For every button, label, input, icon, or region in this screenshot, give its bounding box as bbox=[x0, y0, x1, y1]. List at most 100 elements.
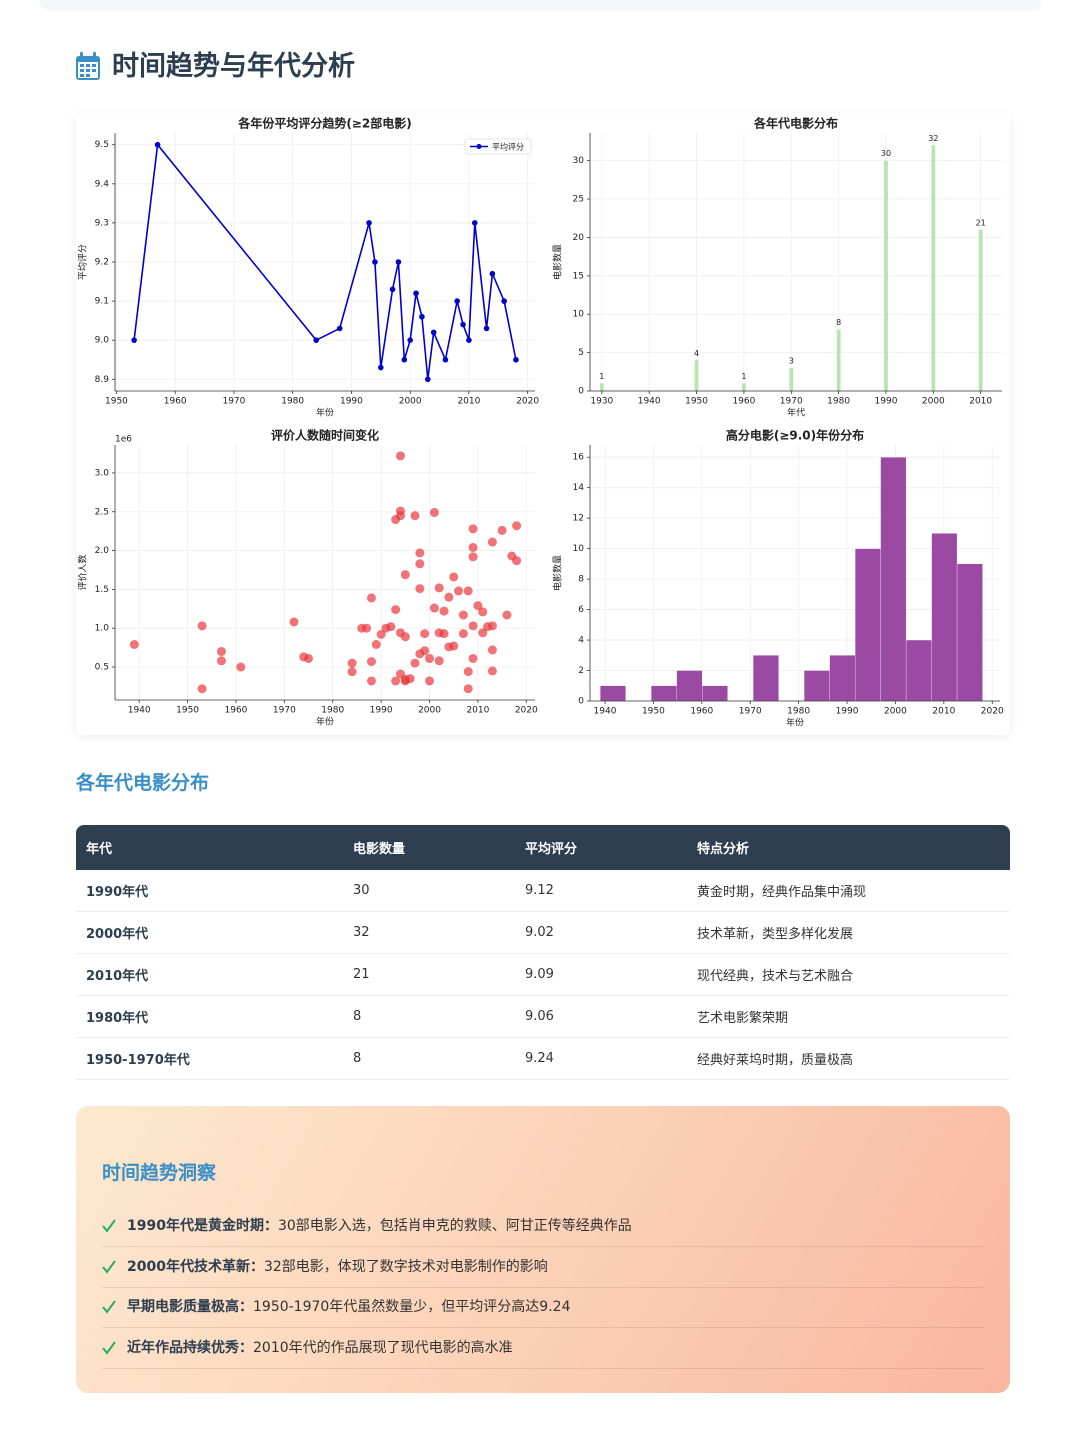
bar bbox=[854, 548, 881, 702]
point bbox=[347, 667, 357, 677]
bar bbox=[931, 533, 958, 702]
point bbox=[468, 552, 478, 562]
x-tick-label: 1960 bbox=[225, 706, 248, 716]
x-tick-label: 1940 bbox=[128, 706, 151, 716]
point bbox=[502, 610, 512, 620]
y-axis-label: 电影数量 bbox=[552, 244, 564, 280]
point bbox=[400, 632, 410, 642]
x-tick-label: 2010 bbox=[969, 397, 992, 407]
x-tick-label: 1950 bbox=[642, 707, 665, 717]
table-cell: 9.09 bbox=[515, 953, 687, 996]
check-mark bbox=[102, 1219, 116, 1233]
x-tick-label: 1960 bbox=[690, 707, 713, 717]
y-tick-label: 12 bbox=[573, 514, 584, 524]
charts: 各年份平均评分趋势(≥2部电影) 年份 平均评分 8.9 9.0 9.1 9.2 9.3 9.4… bbox=[77, 116, 1004, 729]
point bbox=[434, 656, 444, 666]
x-tick-label: 1980 bbox=[827, 397, 850, 407]
insight-label-text: 1990年代是黄金时期： bbox=[127, 1218, 278, 1234]
y-tick-label: 6 bbox=[578, 605, 584, 615]
point bbox=[415, 584, 425, 594]
point bbox=[216, 646, 226, 656]
y-tick-label: 8.9 bbox=[95, 375, 110, 385]
point bbox=[425, 653, 435, 663]
point bbox=[405, 674, 415, 684]
point bbox=[304, 653, 314, 663]
y-tick-label: 2.5 bbox=[95, 507, 109, 517]
table-row: 1990年代 30 9.12 黄金时期，经典作品集中涌现 bbox=[76, 870, 1010, 912]
y-tick-label: 9.0 bbox=[95, 336, 110, 346]
insight-item: 近年作品持续优秀：2010年代的作品展现了现代电影的高水准 bbox=[102, 1328, 984, 1369]
legend-box bbox=[464, 138, 532, 155]
legend-marker bbox=[476, 144, 482, 149]
x-axis-label: 年份 bbox=[316, 407, 334, 419]
data-label: 21 bbox=[976, 218, 986, 227]
bar bbox=[978, 229, 983, 391]
table-cell: 32 bbox=[343, 911, 515, 954]
table-cell: 8 bbox=[343, 1037, 515, 1080]
point bbox=[478, 628, 488, 638]
table-cell: 9.24 bbox=[515, 1037, 687, 1080]
insight-item: 早期电影质量极高：1950-1970年代虽然数量少，但平均评分高达9.24 bbox=[102, 1287, 984, 1328]
table-cell: 8 bbox=[343, 995, 515, 1038]
table-cell: 1950-1970年代 bbox=[76, 1037, 343, 1080]
chart-title: 各年份平均评分趋势(≥2部电影) bbox=[237, 116, 411, 131]
point bbox=[386, 622, 396, 632]
x-tick-label: 2010 bbox=[932, 707, 955, 717]
x-tick-label: 2020 bbox=[981, 707, 1004, 717]
point bbox=[444, 592, 454, 602]
insight-label: 1990年代是黄金时期：30部电影入选，包括肖申克的救赎、阿甘正传等经典作品 bbox=[127, 1206, 632, 1246]
y-axis-label: 平均评分 bbox=[77, 244, 89, 280]
point bbox=[216, 656, 226, 666]
point bbox=[430, 329, 437, 336]
y-tick-label: 3.0 bbox=[95, 468, 110, 478]
insight-item: 1990年代是黄金时期：30部电影入选，包括肖申克的救赎、阿甘正传等经典作品 bbox=[102, 1206, 984, 1247]
point bbox=[410, 511, 420, 521]
decade-table: 年代 电影数量 平均评分 特点分析 1990年代 30 9.12 黄金时期，经典作品集中涌现… bbox=[76, 825, 1010, 1080]
bar bbox=[803, 670, 830, 702]
x-tick-label: 1970 bbox=[222, 397, 245, 407]
bar bbox=[931, 145, 936, 391]
table-cell: 21 bbox=[343, 953, 515, 996]
insight-item: 2000年代技术革新：32部电影，体现了数字技术对电影制作的影响 bbox=[102, 1247, 984, 1288]
bar bbox=[905, 639, 932, 702]
bar bbox=[884, 160, 888, 391]
x-tick-label: 1990 bbox=[875, 397, 898, 407]
point bbox=[395, 506, 405, 516]
point bbox=[378, 364, 384, 371]
x-axis-label: 年份 bbox=[316, 716, 334, 728]
point bbox=[366, 657, 376, 667]
y-tick-label: 15 bbox=[573, 271, 584, 281]
x-tick-label: 2000 bbox=[922, 397, 945, 407]
point bbox=[347, 658, 357, 668]
calendar-icon bbox=[76, 52, 100, 80]
y-tick-label: 14 bbox=[573, 483, 585, 493]
point bbox=[473, 601, 483, 611]
data-label: 1 bbox=[599, 372, 604, 381]
point bbox=[463, 684, 473, 694]
bar bbox=[676, 670, 703, 702]
table-body: 1990年代 30 9.12 黄金时期，经典作品集中涌现 2000年代 32 9.02 技术革… bbox=[76, 870, 1010, 1080]
y-tick-label: 5 bbox=[578, 348, 584, 358]
point bbox=[415, 548, 425, 558]
column-header: 平均评分 bbox=[515, 825, 687, 870]
table-cell: 9.12 bbox=[515, 870, 687, 912]
bar bbox=[752, 655, 779, 702]
point bbox=[497, 525, 507, 535]
column-header: 特点分析 bbox=[687, 825, 1010, 870]
point bbox=[487, 666, 497, 676]
point bbox=[391, 676, 401, 686]
point bbox=[424, 376, 431, 383]
point bbox=[478, 607, 488, 617]
bar bbox=[956, 563, 983, 702]
point bbox=[449, 641, 459, 651]
x-tick-label: 2010 bbox=[457, 397, 480, 407]
x-tick-label: 1980 bbox=[787, 707, 810, 717]
insight-text: 30部电影入选，包括肖申克的救赎、阿甘正传等经典作品 bbox=[277, 1218, 632, 1234]
x-tick-label: 1940 bbox=[594, 707, 617, 717]
table-cell: 艺术电影繁荣期 bbox=[687, 995, 1010, 1038]
y-tick-label: 30 bbox=[573, 156, 585, 166]
point bbox=[471, 220, 478, 226]
check-icon bbox=[102, 1259, 116, 1274]
point bbox=[454, 298, 460, 304]
